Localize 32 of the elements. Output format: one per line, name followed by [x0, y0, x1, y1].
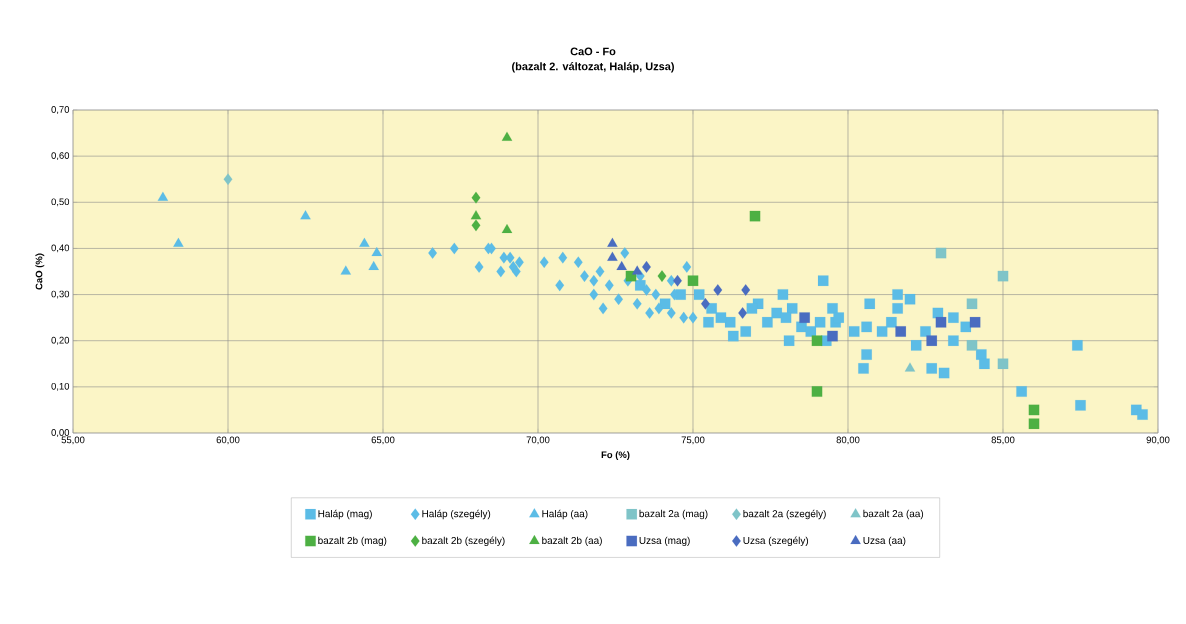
y-tick-label: 0,30 — [51, 290, 70, 299]
y-axis-title: CaO (%) — [35, 253, 45, 290]
chart-title: CaO - Fo — [570, 47, 616, 56]
y-tick-label: 0,10 — [51, 382, 70, 391]
legend-label: bazalt 2a (mag) — [639, 509, 708, 520]
x-tick-label: 90,00 — [1146, 436, 1170, 445]
legend-label: bazalt 2a (aa) — [863, 509, 924, 520]
x-tick-label: 60,00 — [216, 436, 240, 445]
legend-label: bazalt 2b (szegély) — [422, 536, 505, 546]
x-tick-label: 75,00 — [681, 436, 705, 445]
x-tick-label: 65,00 — [371, 436, 395, 445]
x-tick-label: 80,00 — [836, 436, 860, 445]
legend-label: Haláp (aa) — [542, 509, 588, 520]
legend-label: Haláp (szegély) — [422, 509, 491, 520]
legend-label: bazalt 2b (aa) — [542, 536, 602, 546]
x-tick-label: 70,00 — [526, 436, 550, 445]
y-tick-label: 0,00 — [51, 429, 70, 437]
legend-label: Uzsa (mag) — [639, 536, 690, 546]
x-tick-label: 85,00 — [991, 436, 1015, 445]
legend-label: Uzsa (aa) — [863, 536, 906, 546]
x-axis-title: Fo (%) — [601, 451, 630, 461]
y-tick-label: 0,60 — [51, 152, 70, 161]
legend-label: bazalt 2b (mag) — [318, 536, 387, 546]
legend-label: Haláp (mag) — [318, 509, 372, 520]
y-tick-label: 0,40 — [51, 244, 70, 253]
y-tick-label: 0,50 — [51, 198, 70, 207]
legend-label: Uzsa (szegély) — [743, 536, 809, 546]
legend-label: bazalt 2a (szegély) — [743, 509, 826, 520]
y-tick-label: 0,70 — [51, 106, 70, 114]
y-tick-label: 0,20 — [51, 336, 70, 345]
x-tick-label: 55,00 — [61, 436, 85, 445]
chart-subtitle: (bazalt 2. változat, Haláp, Uzsa) — [512, 62, 674, 73]
